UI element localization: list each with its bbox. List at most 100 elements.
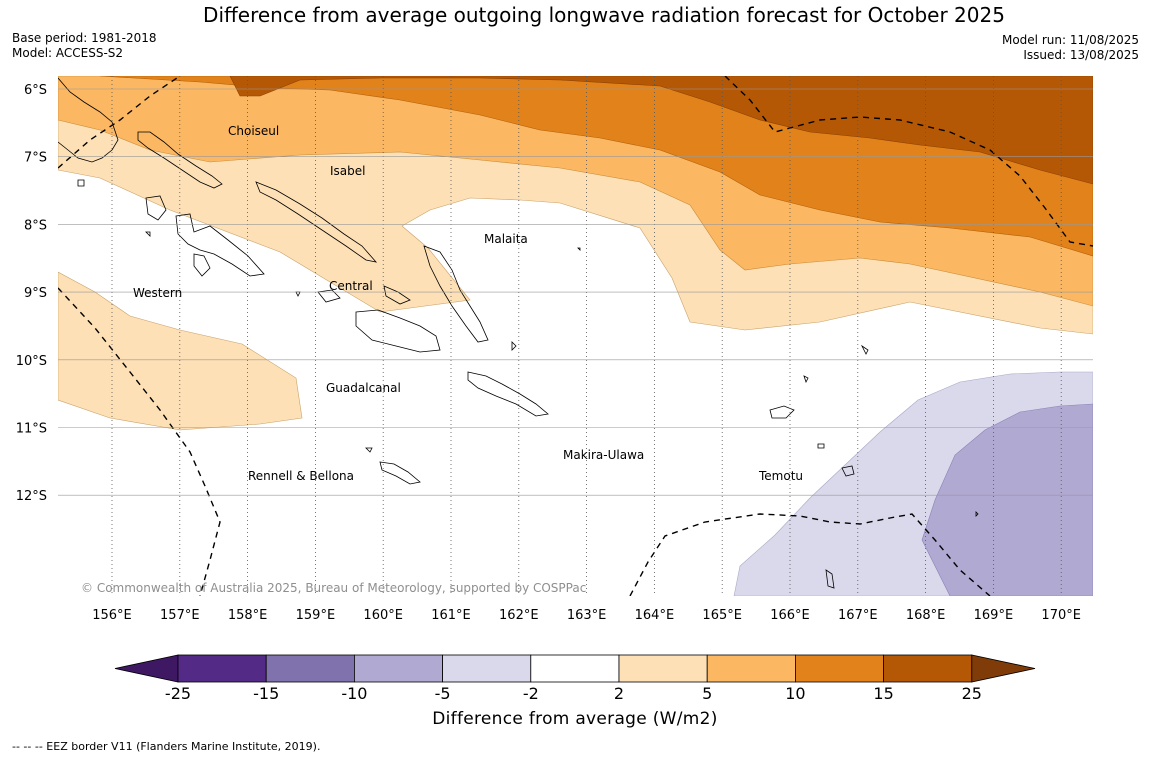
island-bellona <box>365 447 373 453</box>
lon-tick-label: 164°E <box>635 608 675 623</box>
base-period: Base period: 1981-2018 <box>12 31 157 45</box>
eez-footnote: -- -- -- EEZ border V11 (Flanders Marine… <box>12 740 321 753</box>
lat-tick-label: 10°S <box>16 354 47 369</box>
island-vella <box>145 195 167 221</box>
colorbar-segment <box>177 654 267 683</box>
model-run: Model run: 11/08/2025 <box>1001 33 1139 47</box>
lon-tick-label: 158°E <box>228 608 268 623</box>
island-russell <box>383 285 411 305</box>
island-malaita <box>423 245 489 343</box>
lon-tick-label: 167°E <box>838 608 878 623</box>
colorbar-segment <box>353 654 443 683</box>
lon-tick-label: 166°E <box>770 608 810 623</box>
island-reef <box>803 375 809 384</box>
model-name: Model: ACCESS-S2 <box>12 46 124 60</box>
island-small-6 <box>975 511 979 517</box>
eez-south <box>629 513 991 596</box>
label-rennell-bellona: Rennell & Bellona <box>248 469 354 483</box>
copyright-notice: © Commonwealth of Australia 2025, Bureau… <box>81 581 586 595</box>
colorbar-tick-label: 10 <box>785 684 805 703</box>
label-isabel: Isabel <box>330 164 365 178</box>
lon-tick-label: 161°E <box>431 608 471 623</box>
island-small-4 <box>577 247 581 251</box>
lat-tick-label: 7°S <box>24 151 47 166</box>
colorbar-segment <box>265 654 355 683</box>
colorbar-segment <box>618 654 708 683</box>
label-temotu: Temotu <box>758 469 803 483</box>
lon-tick-label: 162°E <box>499 608 539 623</box>
lon-tick-label: 163°E <box>567 608 607 623</box>
colorbar-segment <box>795 654 885 683</box>
island-small-1 <box>511 341 517 351</box>
colorbar-tick-label: -5 <box>435 684 451 703</box>
colorbar-segment <box>530 654 620 683</box>
island-ranongga <box>193 253 211 277</box>
island-anuta <box>825 569 835 589</box>
lat-tick-label: 12°S <box>16 489 47 504</box>
eez-north-east <box>724 76 1093 247</box>
lat-tick-label: 6°S <box>24 83 47 98</box>
colorbar-segment <box>883 654 973 683</box>
eez-borders <box>58 76 1093 596</box>
band-2-5-west <box>58 271 303 431</box>
lat-tick-labels: 6°S 7°S 8°S 9°S 10°S 11°S 12°S <box>16 83 47 504</box>
island-rennell <box>379 461 421 485</box>
island-santa-cruz <box>769 405 795 419</box>
island-choiseul <box>137 131 223 189</box>
lon-gridlines <box>111 76 1062 596</box>
island-makira <box>467 371 549 417</box>
map-plot-area: Choiseul Isabel Malaita Western Central … <box>58 76 1093 596</box>
colorbar-tick-labels: -25 -15 -10 -5 -2 2 5 10 15 25 <box>165 684 982 703</box>
issued-date: Issued: 13/08/2025 <box>1023 48 1139 62</box>
island-isabel <box>255 181 378 263</box>
colorbar-title: Difference from average (W/m2) <box>432 709 718 729</box>
lon-tick-label: 168°E <box>906 608 946 623</box>
label-guadalcanal: Guadalcanal <box>326 381 401 395</box>
eez-north-west <box>58 76 181 169</box>
label-western: Western <box>133 286 182 300</box>
island-small-2 <box>145 231 151 237</box>
island-temotu-small <box>841 465 855 477</box>
lon-tick-label: 169°E <box>974 608 1014 623</box>
lat-tick-label: 11°S <box>16 422 47 437</box>
island-tikopia <box>817 443 825 449</box>
coastlines <box>58 77 979 589</box>
eez-west <box>58 287 221 596</box>
lon-tick-label: 165°E <box>702 608 742 623</box>
lon-tick-label: 170°E <box>1041 608 1081 623</box>
lat-tick-label: 8°S <box>24 218 47 233</box>
band-15-25 <box>229 76 1093 185</box>
label-makira-ulawa: Makira-Ulawa <box>563 448 644 462</box>
colorbar-tick-label: 2 <box>614 684 624 703</box>
band-neg-5-10 <box>921 403 1093 596</box>
chart-title: Difference from average outgoing longwav… <box>203 3 1005 27</box>
colorbar-tick-label: -2 <box>523 684 539 703</box>
colorbar-segment <box>442 654 532 683</box>
colorbar-tick-label: 5 <box>702 684 712 703</box>
meta-left: Base period: 1981-2018 Model: ACCESS-S2 <box>12 31 157 61</box>
island-shortland <box>77 179 85 187</box>
label-central: Central <box>329 279 373 293</box>
lon-tick-label: 159°E <box>296 608 336 623</box>
label-choiseul: Choiseul <box>228 124 279 138</box>
lon-tick-label: 160°E <box>363 608 403 623</box>
colorbar-tick-label: -25 <box>165 684 191 703</box>
island-guadalcanal <box>355 309 441 353</box>
meta-right: Model run: 11/08/2025 Issued: 13/08/2025 <box>1002 33 1139 63</box>
colorbar-segment <box>706 654 796 683</box>
colorbar-tick-label: 15 <box>873 684 893 703</box>
label-malaita: Malaita <box>484 232 528 246</box>
region-labels: Choiseul Isabel Malaita Western Central … <box>133 124 803 483</box>
lon-tick-label: 156°E <box>92 608 132 623</box>
colorbar-tick-label: -10 <box>341 684 367 703</box>
island-new-georgia <box>175 213 265 277</box>
lon-tick-labels: 156°E 157°E 158°E 159°E 160°E 161°E 162°E 163°E… <box>92 608 1081 623</box>
island-florida <box>317 289 341 303</box>
colorbar-extend-low <box>114 654 179 683</box>
colorbar-tick-label: -15 <box>253 684 279 703</box>
colorbar-extend-high <box>971 654 1036 683</box>
lat-tick-label: 9°S <box>24 286 47 301</box>
colorbar <box>114 654 1036 683</box>
lon-tick-label: 157°E <box>160 608 200 623</box>
